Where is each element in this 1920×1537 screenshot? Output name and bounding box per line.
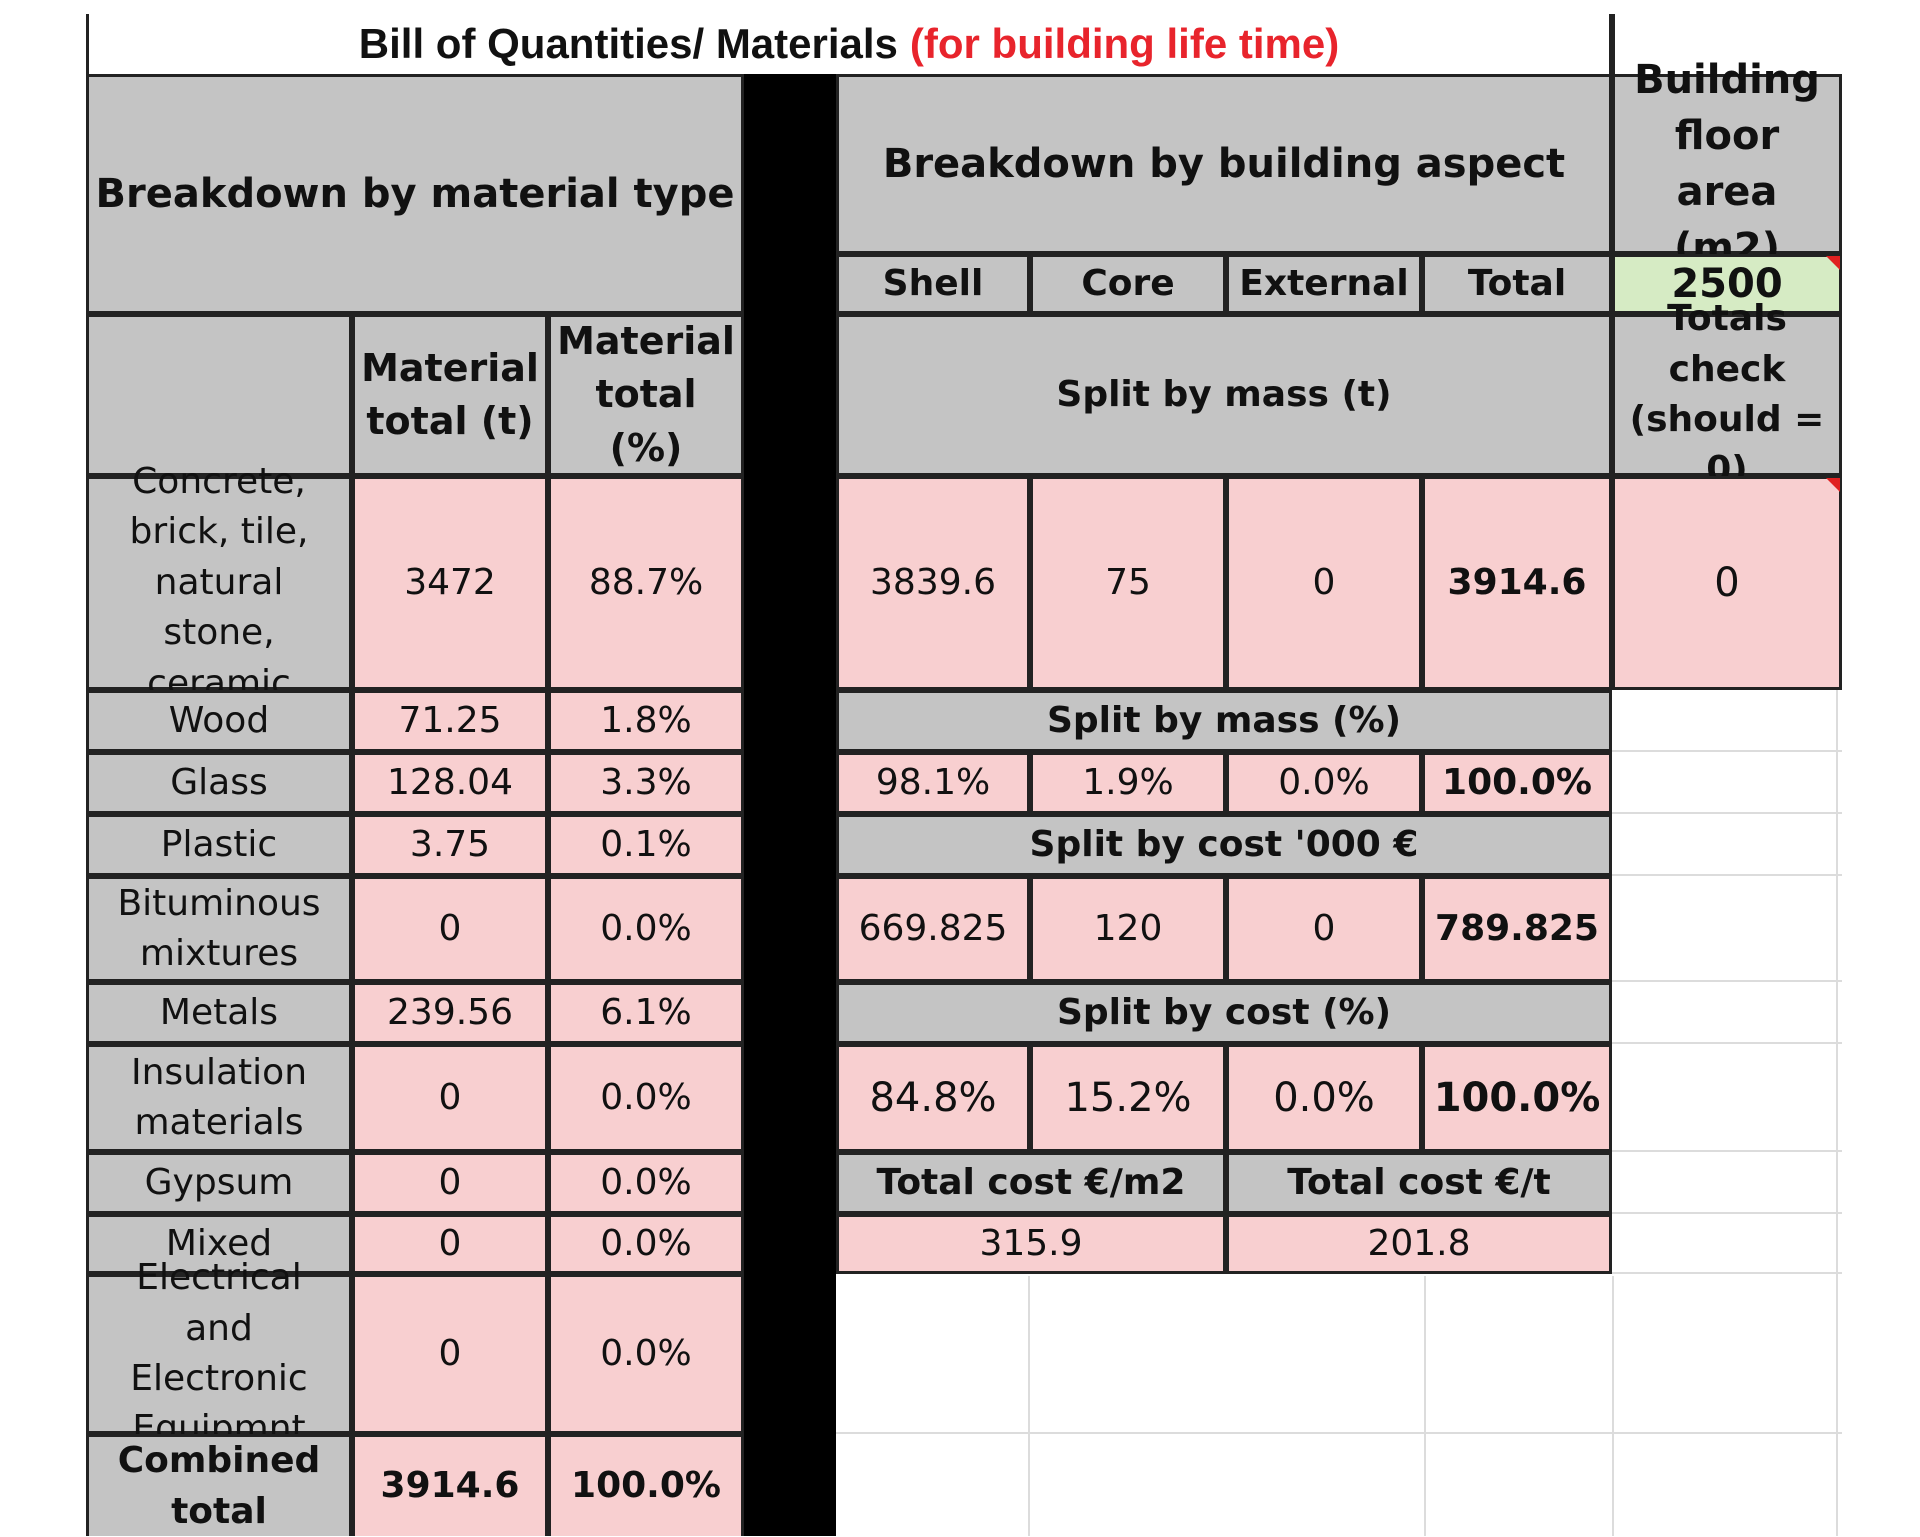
column-core[interactable]: Core: [1030, 254, 1226, 314]
material-row-label[interactable]: Metals: [86, 982, 352, 1044]
grid-line: [1612, 1042, 1842, 1044]
grid-line: [1612, 874, 1842, 876]
split-mass-t-header[interactable]: Split by mass (t): [836, 314, 1612, 476]
material-total-pct-header[interactable]: Material total (%): [548, 314, 744, 476]
split-cost-pct-shell[interactable]: 84.8%: [836, 1044, 1030, 1152]
split-cost-pct-total[interactable]: 100.0%: [1422, 1044, 1612, 1152]
title-side-cell[interactable]: [1612, 14, 1842, 74]
grid-line: [1028, 1276, 1030, 1536]
material-row-total-pct[interactable]: 3.3%: [548, 752, 744, 814]
grid-line: [836, 1432, 1842, 1434]
material-row-total-pct[interactable]: 0.0%: [548, 876, 744, 982]
total-cost-t-header[interactable]: Total cost €/t: [1226, 1152, 1612, 1214]
comment-marker-icon: [1826, 478, 1840, 492]
split-mass-t-external[interactable]: 0: [1226, 476, 1422, 690]
material-row-total-pct[interactable]: 6.1%: [548, 982, 744, 1044]
split-cost-header[interactable]: Split by cost '000 €: [836, 814, 1612, 876]
split-mass-t-total[interactable]: 3914.6: [1422, 476, 1612, 690]
material-row-total-t[interactable]: 3.75: [352, 814, 548, 876]
split-mass-pct-shell[interactable]: 98.1%: [836, 752, 1030, 814]
grid-line: [1612, 980, 1842, 982]
material-row-total-t[interactable]: 71.25: [352, 690, 548, 752]
material-row-total-t[interactable]: 0: [352, 1044, 548, 1152]
material-row-label[interactable]: Glass: [86, 752, 352, 814]
material-row-total-pct[interactable]: 0.0%: [548, 1214, 744, 1274]
totals-check-header[interactable]: Totals check (should = 0): [1612, 298, 1842, 490]
material-row-total-pct[interactable]: 1.8%: [548, 690, 744, 752]
grid-line: [1612, 812, 1842, 814]
split-cost-shell[interactable]: 669.825: [836, 876, 1030, 982]
split-mass-pct-total[interactable]: 100.0%: [1422, 752, 1612, 814]
split-mass-t-core[interactable]: 75: [1030, 476, 1226, 690]
combined-total-t[interactable]: 3914.6: [352, 1434, 548, 1536]
material-row-total-t[interactable]: 0: [352, 876, 548, 982]
material-row-total-t[interactable]: 0: [352, 1214, 548, 1274]
column-shell[interactable]: Shell: [836, 254, 1030, 314]
split-mass-pct-header[interactable]: Split by mass (%): [836, 690, 1612, 752]
title-main: Bill of Quantities/ Materials: [358, 20, 898, 67]
sheet-title: Bill of Quantities/ Materials (for build…: [86, 14, 1612, 74]
combined-total-pct[interactable]: 100.0%: [548, 1434, 744, 1536]
grid-line: [1612, 1276, 1614, 1536]
material-row-label[interactable]: Wood: [86, 690, 352, 752]
split-mass-pct-external[interactable]: 0.0%: [1226, 752, 1422, 814]
aspect-section-header[interactable]: Breakdown by building aspect: [836, 74, 1612, 254]
total-cost-m2-header[interactable]: Total cost €/m2: [836, 1152, 1226, 1214]
grid-line: [1612, 1150, 1842, 1152]
material-section-header[interactable]: Breakdown by material type: [86, 74, 744, 314]
material-row-label[interactable]: Bituminous mixtures: [86, 876, 352, 982]
material-row-total-t[interactable]: 128.04: [352, 752, 548, 814]
split-cost-pct-header[interactable]: Split by cost (%): [836, 982, 1612, 1044]
material-row-total-t[interactable]: 239.56: [352, 982, 548, 1044]
split-cost-pct-core[interactable]: 15.2%: [1030, 1044, 1226, 1152]
title-highlight: (for building life time): [909, 20, 1340, 67]
material-row-total-t[interactable]: 3472: [352, 476, 548, 690]
material-row-label[interactable]: Electrical and Electronic Equipmnt: [86, 1257, 352, 1449]
grid-line: [1836, 690, 1838, 1536]
split-cost-core[interactable]: 120: [1030, 876, 1226, 982]
material-row-label[interactable]: Concrete, brick, tile, natural stone, ce…: [86, 461, 352, 704]
material-row-total-pct[interactable]: 88.7%: [548, 476, 744, 690]
material-row-label[interactable]: Mixed: [86, 1214, 352, 1274]
material-row-label[interactable]: Gypsum: [86, 1152, 352, 1214]
material-row-total-pct[interactable]: 0.0%: [548, 1274, 744, 1434]
material-row-total-pct[interactable]: 0.1%: [548, 814, 744, 876]
material-row-total-t[interactable]: 0: [352, 1152, 548, 1214]
material-row-total-t[interactable]: 0: [352, 1274, 548, 1434]
grid-line: [1612, 750, 1842, 752]
totals-check-value[interactable]: 0: [1612, 476, 1842, 690]
split-cost-external[interactable]: 0: [1226, 876, 1422, 982]
total-cost-m2-value[interactable]: 315.9: [836, 1214, 1226, 1274]
grid-line: [1424, 1276, 1426, 1536]
split-mass-pct-core[interactable]: 1.9%: [1030, 752, 1226, 814]
material-total-t-header[interactable]: Material total (t): [352, 314, 548, 476]
material-row-label[interactable]: Plastic: [86, 814, 352, 876]
combined-total-label[interactable]: Combined total: [86, 1434, 352, 1536]
material-label-header[interactable]: [86, 314, 352, 476]
divider-bar: [744, 74, 836, 1536]
floor-area-input[interactable]: 2500: [1612, 254, 1842, 314]
floor-area-header[interactable]: Building floor area (m2): [1612, 57, 1842, 271]
material-row-total-pct[interactable]: 0.0%: [548, 1044, 744, 1152]
material-row-label[interactable]: Insulation materials: [86, 1044, 352, 1152]
split-mass-t-shell[interactable]: 3839.6: [836, 476, 1030, 690]
material-row-total-pct[interactable]: 0.0%: [548, 1152, 744, 1214]
column-external[interactable]: External: [1226, 254, 1422, 314]
total-cost-t-value[interactable]: 201.8: [1226, 1214, 1612, 1274]
column-total[interactable]: Total: [1422, 254, 1612, 314]
grid-line: [1612, 1212, 1842, 1214]
comment-marker-icon: [1826, 256, 1840, 270]
split-cost-pct-external[interactable]: 0.0%: [1226, 1044, 1422, 1152]
split-cost-total[interactable]: 789.825: [1422, 876, 1612, 982]
